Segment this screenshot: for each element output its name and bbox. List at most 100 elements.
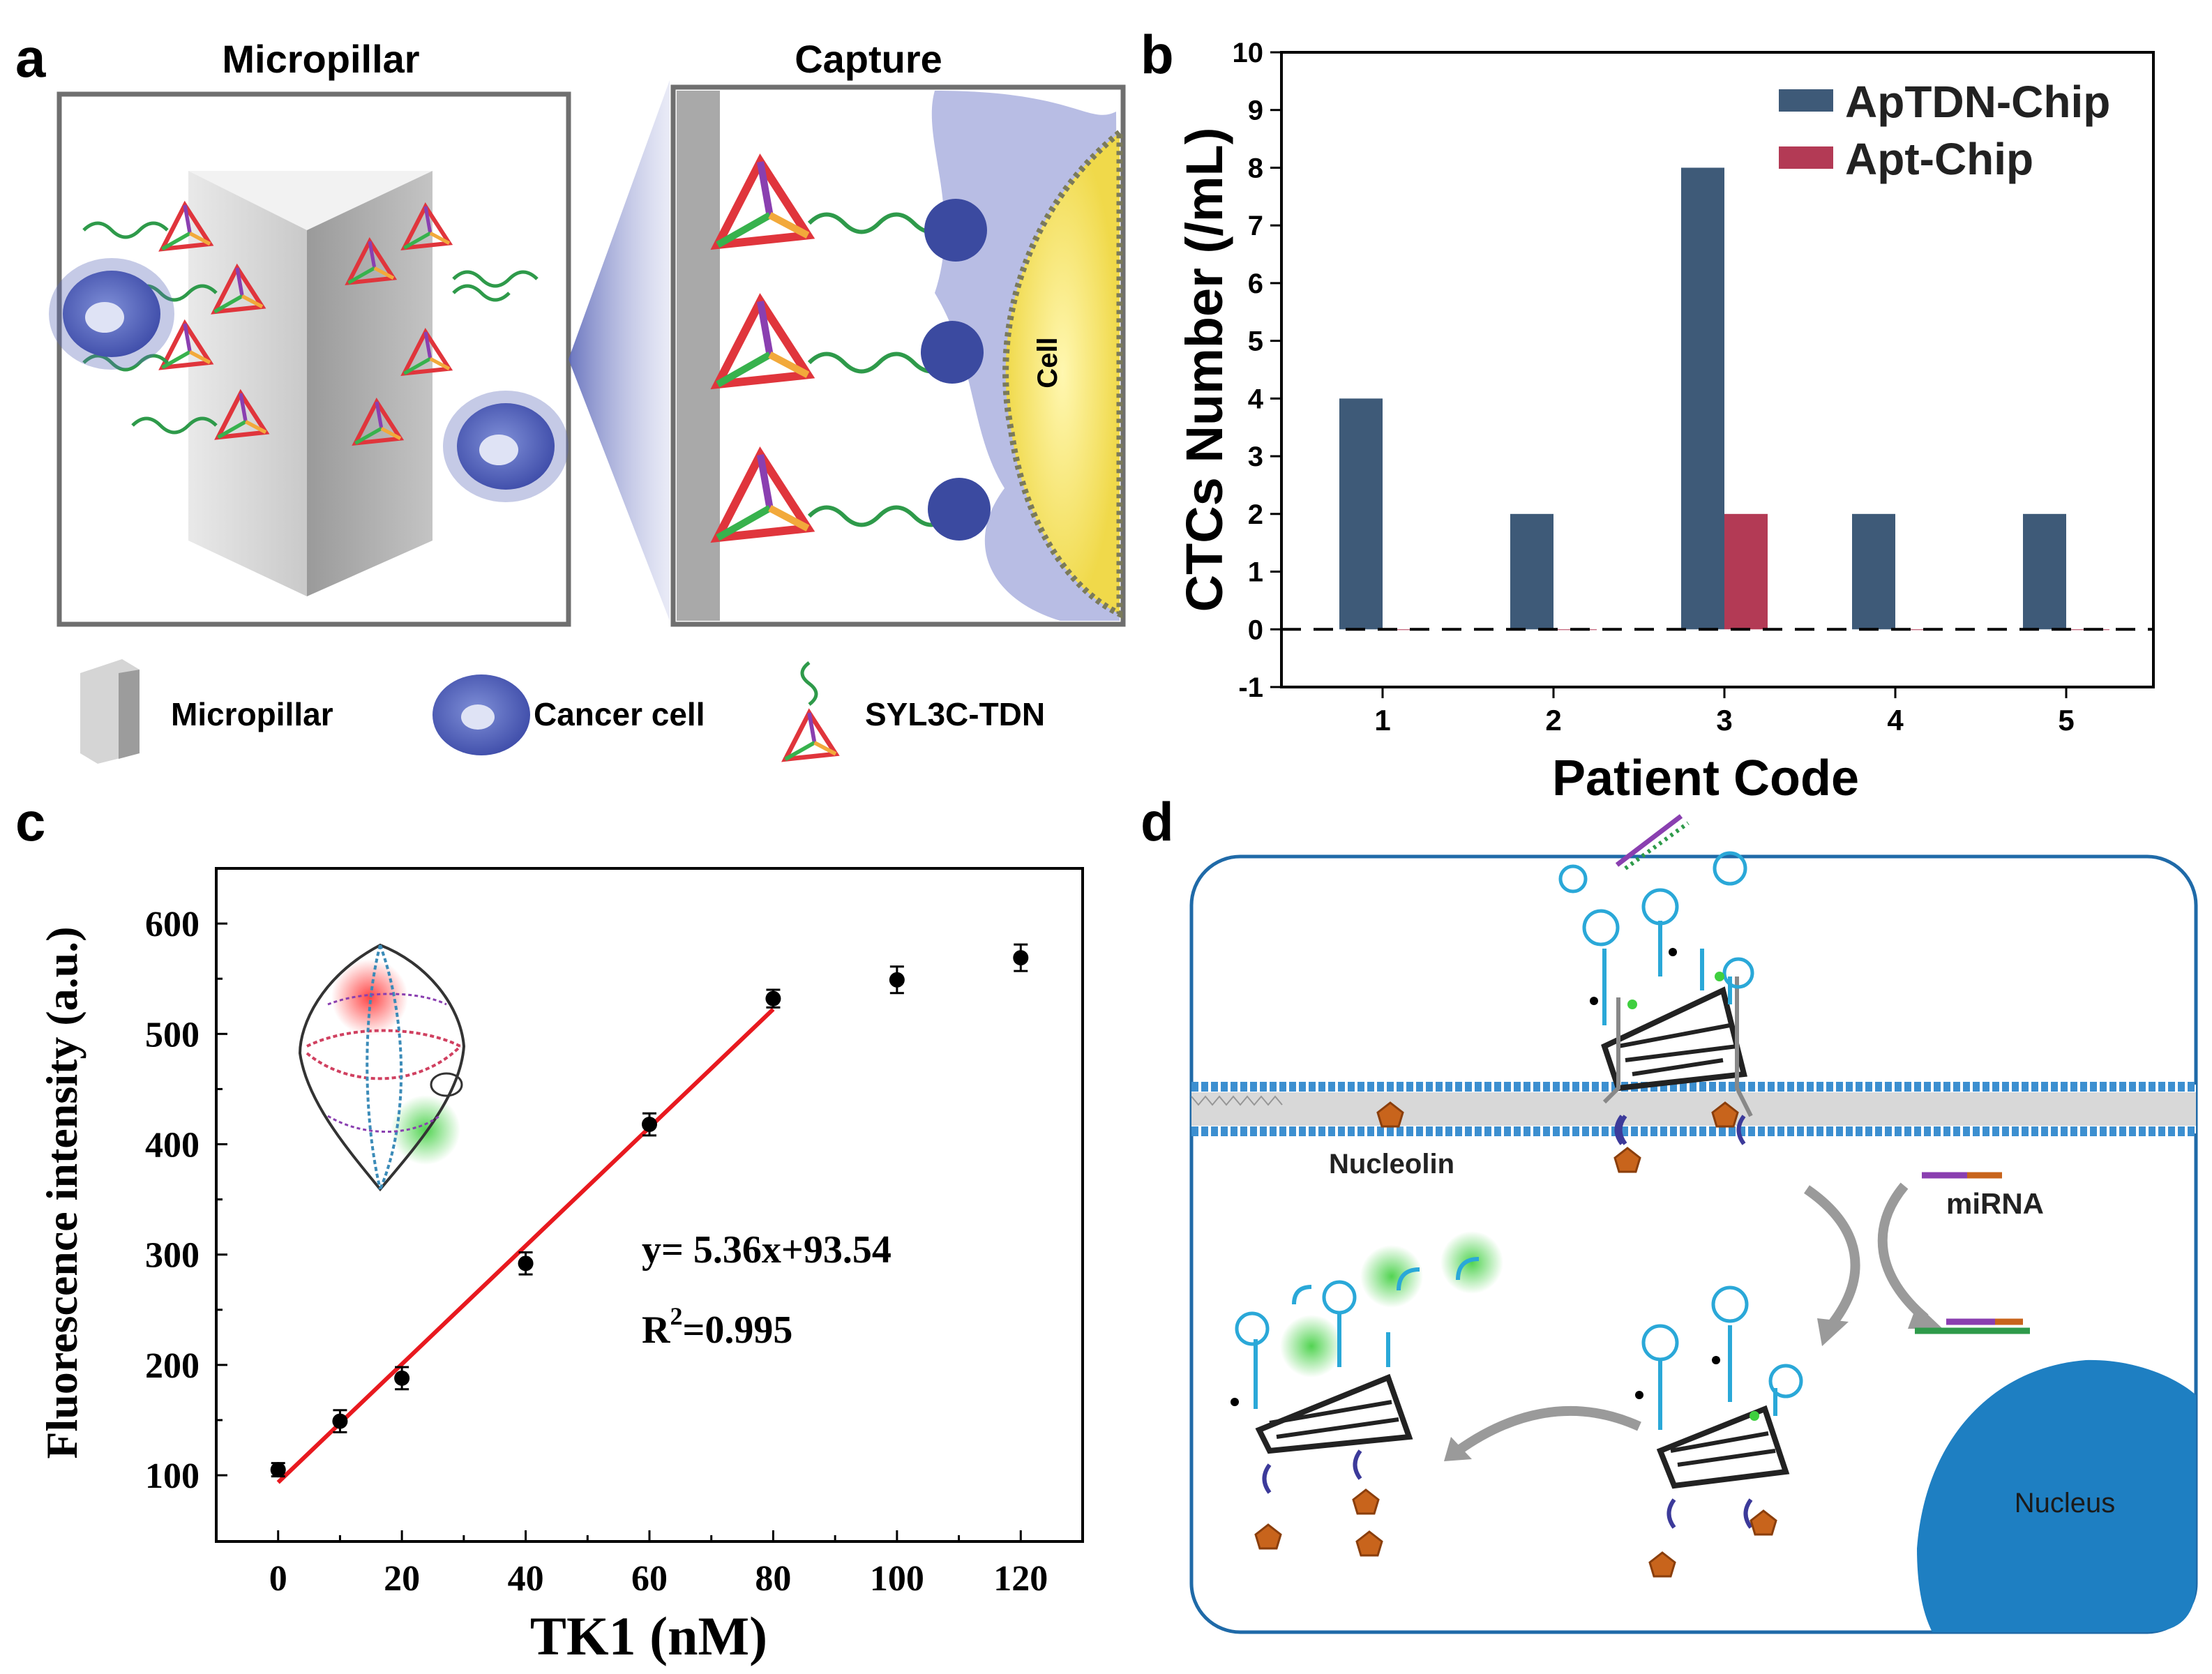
panel-b-legend: ApTDN-Chip Apt-Chip bbox=[1779, 77, 2110, 184]
tdn-complex-middle bbox=[1635, 1285, 1803, 1578]
legend-tdn-label: SYL3C-TDN bbox=[865, 696, 1045, 732]
y-tick-label: -1 bbox=[1238, 672, 1263, 703]
panel-d-letter: d bbox=[1141, 791, 1174, 852]
bar-apt-chip-4 bbox=[1895, 629, 1939, 631]
panel-c-equation: y= 5.36x+93.54 bbox=[642, 1228, 891, 1272]
panel-c-y-axis: 100 200 300 400 500 600 bbox=[145, 905, 227, 1496]
legend-label-aptdn: ApTDN-Chip bbox=[1845, 77, 2110, 127]
x-tick-label: 1 bbox=[1374, 704, 1390, 737]
x-tick-label: 120 bbox=[993, 1559, 1048, 1599]
curved-arrow-left bbox=[1454, 1405, 1641, 1455]
captured-tdn bbox=[718, 162, 991, 541]
pillar-top bbox=[188, 171, 432, 230]
y-tick-label: 100 bbox=[145, 1456, 200, 1496]
bar-apt-chip-3 bbox=[1724, 513, 1768, 630]
bar-aptdn-chip-4 bbox=[1852, 513, 1895, 630]
panel-b-plot-frame bbox=[1280, 51, 2155, 688]
x-tick-label: 4 bbox=[1887, 704, 1904, 737]
bar-apt-chip-1 bbox=[1383, 629, 1426, 631]
x-tick-label: 2 bbox=[1545, 704, 1561, 737]
cell-body bbox=[1002, 126, 1123, 619]
panel-a-legend: Micropillar Cancer cell SYL3C-TDN bbox=[80, 659, 1045, 764]
panel-b-bars bbox=[1339, 167, 2109, 631]
tdn-on-pillar bbox=[82, 205, 539, 444]
panel-b-x-label: Patient Code bbox=[1552, 751, 1859, 806]
y-tick-label: 300 bbox=[145, 1236, 200, 1276]
data-point bbox=[889, 972, 905, 988]
y-tick-label: 3 bbox=[1248, 442, 1263, 472]
y-tick-label: 6 bbox=[1248, 269, 1263, 299]
bar-aptdn-chip-5 bbox=[2023, 513, 2066, 630]
pillar-front bbox=[188, 171, 307, 596]
tdn-complex-top bbox=[1558, 814, 1754, 1173]
legend-cancer-cell-label: Cancer cell bbox=[534, 696, 705, 732]
panel-a-title-left: Micropillar bbox=[222, 37, 419, 81]
nucleolin-label: Nucleolin bbox=[1329, 1149, 1454, 1179]
legend-tdn-icon bbox=[785, 661, 836, 760]
legend-swatch-apt bbox=[1779, 146, 1833, 169]
y-tick-label: 5 bbox=[1248, 326, 1263, 357]
legend-label-apt: Apt-Chip bbox=[1845, 134, 2033, 184]
mirna-label: miRNA bbox=[1946, 1187, 2044, 1220]
y-tick-label: 2 bbox=[1248, 499, 1263, 530]
cell-label: Cell bbox=[1032, 337, 1063, 388]
y-tick-label: 1 bbox=[1248, 557, 1263, 588]
pillar-side bbox=[307, 171, 432, 596]
panel-b-y-label: CTCs Number (/mL) bbox=[1175, 128, 1233, 612]
x-tick-label: 0 bbox=[269, 1559, 287, 1599]
cancer-cell-right bbox=[443, 391, 569, 502]
x-tick-label: 3 bbox=[1716, 704, 1732, 737]
cancer-cell-left bbox=[49, 258, 174, 370]
y-tick-label: 9 bbox=[1248, 96, 1263, 126]
panel-a-letter: a bbox=[15, 27, 46, 89]
data-point bbox=[1013, 950, 1029, 966]
data-point bbox=[518, 1256, 534, 1272]
mirna-duplex bbox=[1915, 1318, 2030, 1334]
tdn-complex-released bbox=[1231, 1231, 1503, 1557]
y-tick-label: 7 bbox=[1248, 211, 1263, 241]
curved-arrow-down bbox=[1804, 1185, 1860, 1329]
panel-c-points bbox=[270, 943, 1029, 1478]
data-point bbox=[765, 990, 781, 1006]
y-tick-label: 0 bbox=[1248, 614, 1263, 645]
x-tick-label: 40 bbox=[508, 1559, 544, 1599]
panel-b-letter: b bbox=[1141, 24, 1174, 85]
data-point bbox=[270, 1462, 286, 1478]
data-point bbox=[394, 1370, 410, 1386]
zoom-fan bbox=[569, 80, 670, 621]
lipid-bilayer bbox=[1191, 1082, 2196, 1136]
panel-c-r2: R2=0.995 bbox=[642, 1302, 792, 1352]
bar-aptdn-chip-3 bbox=[1681, 167, 1724, 630]
capture-surface bbox=[677, 91, 720, 621]
panel-b-y-axis: -1 0 1 2 3 4 5 6 7 8 9 10 bbox=[1233, 38, 1281, 703]
cell-outline bbox=[1189, 854, 2198, 1634]
nucleus-label: Nucleus bbox=[2015, 1488, 2116, 1518]
data-point bbox=[642, 1117, 657, 1133]
panel-c-letter: c bbox=[15, 791, 45, 852]
legend-cancer-cell-icon bbox=[432, 674, 530, 755]
panel-c: c 100 200 300 400 500 600 0 20 40 60 80 100 120 Flu… bbox=[15, 791, 1084, 1666]
x-tick-label: 60 bbox=[631, 1559, 668, 1599]
y-tick-label: 400 bbox=[145, 1125, 200, 1165]
panel-c-fit-line bbox=[276, 1007, 775, 1484]
bar-aptdn-chip-2 bbox=[1510, 513, 1553, 630]
panel-a: a Micropillar Capture bbox=[15, 27, 1126, 764]
y-tick-label: 600 bbox=[145, 905, 200, 944]
panel-c-y-label: Fluorescence intensity (a.u.) bbox=[37, 926, 86, 1458]
bar-aptdn-chip-1 bbox=[1339, 398, 1383, 630]
x-tick-label: 5 bbox=[2058, 704, 2074, 737]
x-tick-label: 100 bbox=[870, 1559, 924, 1599]
panel-c-x-label: TK1 (nM) bbox=[530, 1606, 767, 1666]
y-tick-label: 500 bbox=[145, 1015, 200, 1055]
dna-nanostructure-inset bbox=[298, 943, 466, 1192]
x-tick-label: 80 bbox=[755, 1559, 791, 1599]
panel-b-x-axis: 1 2 3 4 5 bbox=[1374, 687, 2075, 737]
y-tick-label: 200 bbox=[145, 1346, 200, 1386]
x-tick-label: 20 bbox=[384, 1559, 420, 1599]
legend-swatch-aptdn bbox=[1779, 89, 1833, 112]
panel-c-x-axis: 0 20 40 60 80 100 120 bbox=[269, 1530, 1048, 1599]
y-tick-label: 8 bbox=[1248, 153, 1263, 183]
y-tick-label: 10 bbox=[1233, 38, 1264, 68]
curved-arrow-right bbox=[1877, 1182, 1929, 1322]
